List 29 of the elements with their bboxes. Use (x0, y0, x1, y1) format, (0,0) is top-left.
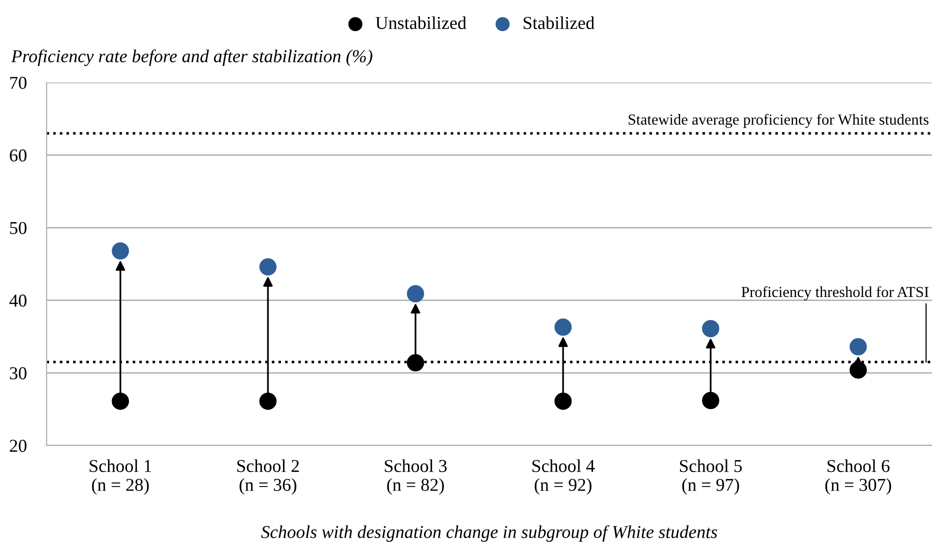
ref-line-label: Statewide average proficiency for White students (628, 114, 928, 128)
point (259, 392, 277, 410)
y-tick-label: 30 (10, 367, 26, 380)
point (112, 392, 129, 410)
y-tick-label: 50 (10, 222, 26, 234)
x-tick-label: School 1 (n = 28) (90, 459, 152, 495)
y-tick-label: 60 (10, 149, 26, 162)
y-axis-title: Proficiency rate before and after stabilization (%) (11, 49, 372, 66)
point (850, 338, 867, 356)
x-tick-label: School 5 (n = 97) (680, 459, 742, 495)
y-tick-label: 40 (9, 294, 26, 307)
x-tick-label: School 4 (n = 92) (532, 459, 595, 495)
point (702, 392, 720, 410)
point (554, 318, 572, 336)
point (406, 354, 424, 372)
point (406, 285, 424, 302)
x-tick-label: School 6 (n = 307) (825, 459, 892, 495)
point (112, 242, 129, 260)
point (554, 392, 572, 410)
y-tick-label: 70 (10, 76, 26, 89)
ref-line-label: Proficiency threshold for ATSI (742, 286, 929, 300)
legend-label: Unstabilized (376, 16, 466, 30)
legend-label: Stabilized (524, 16, 594, 30)
x-axis-title: Schools with designation change in subgroup of White students (261, 525, 718, 542)
x-tick-label: School 3 (n = 82) (384, 459, 447, 495)
point (259, 258, 277, 276)
y-tick-label: 20 (10, 440, 26, 452)
x-tick-label: School 2 (n = 36) (237, 459, 299, 495)
point (702, 320, 720, 338)
